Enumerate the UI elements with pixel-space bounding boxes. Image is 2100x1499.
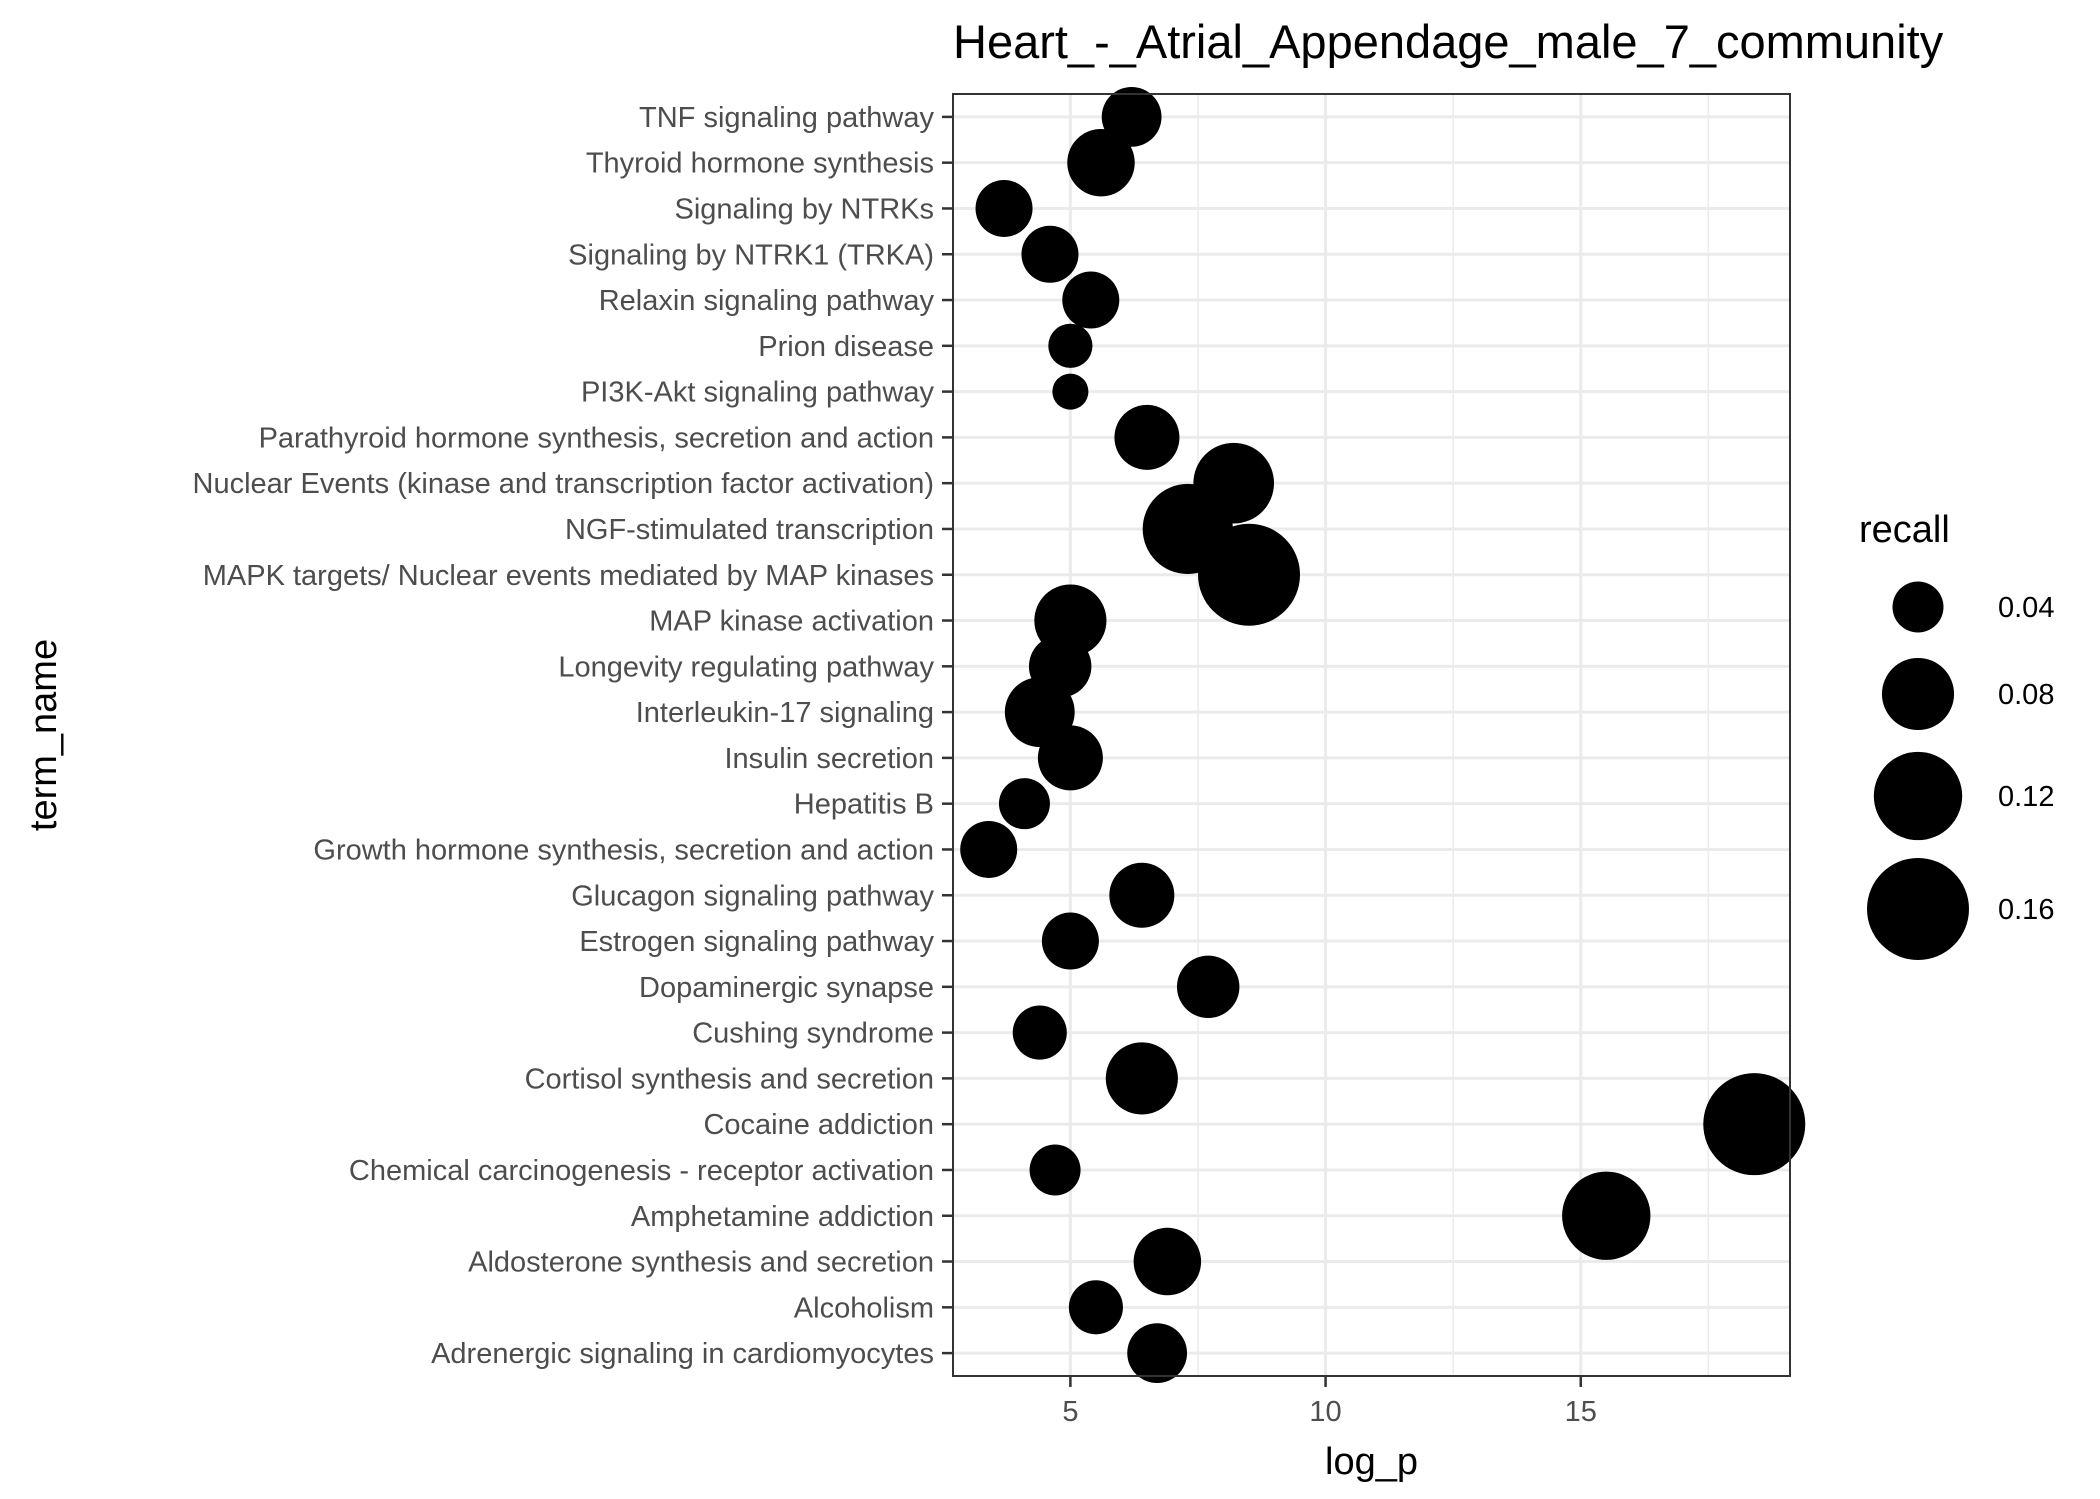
y-tick-label: Signaling by NTRKs — [675, 193, 935, 225]
y-tick-label: Longevity regulating pathway — [558, 651, 934, 683]
data-point — [1133, 1227, 1202, 1296]
legend-title: recall — [1859, 509, 1950, 551]
legend-label: 0.12 — [1998, 781, 2054, 813]
y-tick-label: TNF signaling pathway — [639, 102, 934, 134]
data-point — [975, 179, 1033, 237]
legend-key — [1892, 581, 1944, 633]
data-point — [1048, 323, 1093, 368]
data-point — [1176, 955, 1240, 1019]
y-tick-label: MAPK targets/ Nuclear events mediated by… — [203, 560, 934, 592]
data-point — [960, 820, 1018, 878]
legend-key — [1881, 657, 1955, 731]
y-tick-label: NGF-stimulated transcription — [565, 514, 934, 546]
data-point — [1068, 1280, 1123, 1335]
y-tick-label: Thyroid hormone synthesis — [586, 148, 934, 180]
data-point — [1029, 1144, 1081, 1196]
y-tick-label: Glucagon signaling pathway — [571, 880, 934, 912]
data-point — [1041, 912, 1099, 970]
data-point — [1109, 862, 1175, 928]
data-point — [1037, 725, 1103, 791]
data-point — [998, 778, 1050, 830]
data-point — [1105, 1042, 1178, 1115]
y-tick-label: Growth hormone synthesis, secretion and … — [313, 834, 934, 866]
data-point — [1012, 1005, 1067, 1060]
data-points — [960, 86, 1806, 1384]
y-tick-label: Parathyroid hormone synthesis, secretion… — [259, 422, 934, 454]
y-tick-label: Adrenergic signaling in cardiomyocytes — [431, 1338, 934, 1370]
legend-label: 0.04 — [1998, 592, 2054, 624]
data-point — [1067, 128, 1135, 197]
legend-key — [1873, 751, 1963, 841]
y-tick-label: Amphetamine addiction — [631, 1201, 934, 1233]
x-axis-ticks: 5 10 15 — [1062, 1376, 1597, 1428]
data-point — [1101, 86, 1162, 147]
y-tick-label: Cushing syndrome — [692, 1018, 934, 1050]
x-axis-title: log_p — [1325, 1441, 1418, 1483]
data-point — [1114, 404, 1180, 470]
data-point — [1198, 523, 1301, 626]
y-axis-title: term_name — [23, 639, 65, 831]
y-tick-label: Aldosterone synthesis and secretion — [468, 1247, 934, 1279]
chart-title: Heart_-_Atrial_Appendage_male_7_communit… — [953, 15, 1944, 68]
y-tick-label: Prion disease — [758, 331, 934, 363]
data-point — [1127, 1323, 1188, 1384]
y-tick-label: Dopaminergic synapse — [639, 972, 934, 1004]
y-tick-label: Cortisol synthesis and secretion — [525, 1063, 934, 1095]
plot-panel-border — [952, 93, 1791, 1377]
data-point — [1062, 271, 1120, 329]
x-tick-label: 5 — [1062, 1396, 1078, 1428]
y-tick-label: Alcoholism — [794, 1292, 934, 1324]
y-tick-label: Relaxin signaling pathway — [599, 285, 935, 317]
data-point — [1021, 225, 1079, 283]
y-tick-label: Cocaine addiction — [703, 1109, 934, 1141]
y-tick-label: Nuclear Events (kinase and transcription… — [193, 468, 934, 500]
size-legend: recall 0.04 0.08 0.12 0.16 — [1859, 509, 2054, 960]
legend-label: 0.08 — [1998, 679, 2054, 711]
legend-label: 0.16 — [1998, 894, 2054, 926]
y-tick-label: Signaling by NTRK1 (TRKA) — [568, 239, 934, 271]
legend-key — [1867, 858, 1969, 960]
x-tick-label: 15 — [1565, 1396, 1597, 1428]
y-tick-label: Chemical carcinogenesis - receptor activ… — [349, 1155, 934, 1187]
y-tick-label: PI3K-Akt signaling pathway — [581, 377, 935, 409]
y-tick-label: MAP kinase activation — [649, 606, 934, 638]
y-tick-label: Estrogen signaling pathway — [579, 926, 934, 958]
y-axis-ticks: TNF signaling pathway Thyroid hormone syn… — [193, 102, 953, 1370]
data-point — [1052, 373, 1089, 410]
x-tick-label: 10 — [1309, 1396, 1341, 1428]
y-tick-label: Interleukin-17 signaling — [636, 697, 934, 729]
data-point — [1703, 1073, 1806, 1176]
y-tick-label: Insulin secretion — [724, 743, 934, 775]
y-tick-label: Hepatitis B — [794, 789, 934, 821]
data-point — [1562, 1171, 1651, 1260]
